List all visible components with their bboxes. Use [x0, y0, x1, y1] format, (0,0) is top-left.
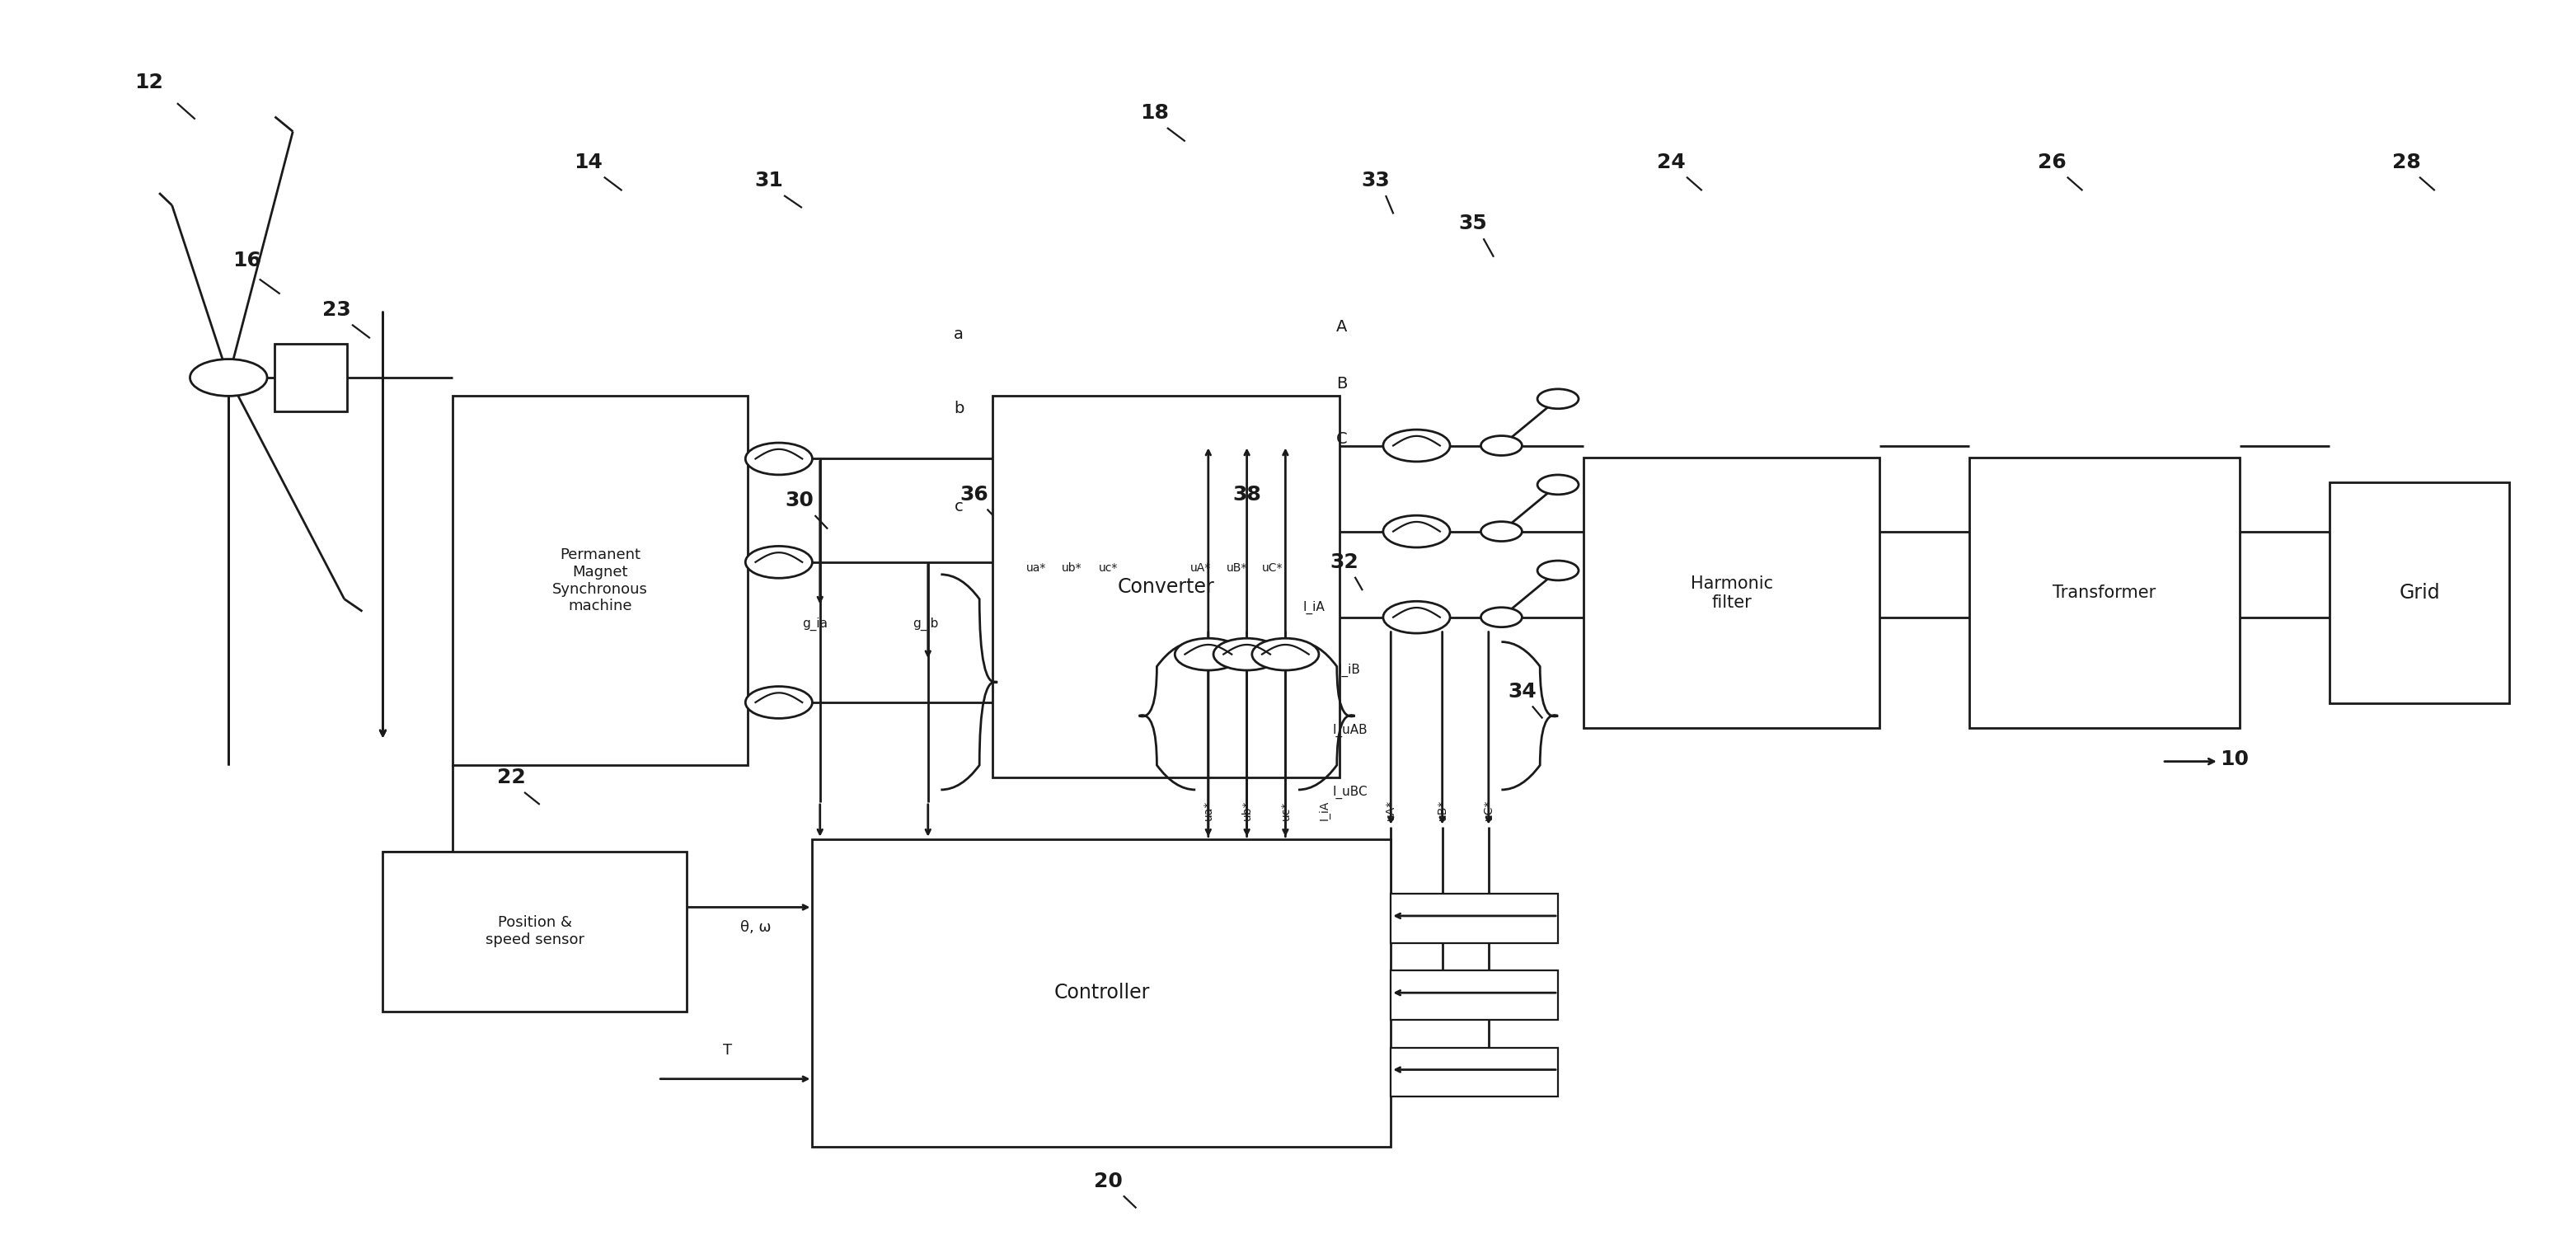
Bar — [1391, 1047, 1558, 1097]
Circle shape — [1481, 436, 1522, 456]
Text: 38: 38 — [1231, 484, 1262, 504]
Text: I_uAB: I_uAB — [1332, 724, 1368, 737]
Bar — [811, 839, 1391, 1146]
Text: 10: 10 — [2221, 750, 2249, 769]
Bar — [453, 396, 747, 766]
Text: C: C — [1337, 431, 1347, 447]
Circle shape — [744, 443, 811, 474]
Text: A: A — [1337, 320, 1347, 335]
Circle shape — [744, 546, 811, 578]
Text: Permanent
Magnet
Synchronous
machine: Permanent Magnet Synchronous machine — [551, 547, 649, 614]
Text: uB*: uB* — [1437, 799, 1448, 820]
Circle shape — [1175, 638, 1242, 671]
Text: 34: 34 — [1507, 682, 1535, 701]
Circle shape — [1538, 474, 1579, 494]
Bar — [1391, 894, 1558, 944]
Text: ua*: ua* — [1025, 562, 1046, 574]
Text: 33: 33 — [1360, 170, 1388, 190]
Bar — [2329, 482, 2509, 704]
Text: 16: 16 — [232, 251, 260, 270]
Bar — [384, 851, 685, 1011]
Text: uB*: uB* — [1226, 562, 1247, 574]
Circle shape — [744, 687, 811, 719]
Text: ub*: ub* — [1061, 562, 1082, 574]
Text: Controller: Controller — [1054, 983, 1149, 1003]
Text: a: a — [953, 327, 963, 342]
Text: uc*: uc* — [1280, 802, 1291, 820]
Text: θ, ω: θ, ω — [739, 920, 770, 935]
Circle shape — [1481, 608, 1522, 627]
Text: 12: 12 — [134, 73, 162, 93]
Text: I_uBC: I_uBC — [1332, 785, 1368, 799]
Text: uc*: uc* — [1097, 562, 1118, 574]
Text: 18: 18 — [1141, 104, 1170, 124]
Circle shape — [1213, 638, 1280, 671]
Circle shape — [1538, 389, 1579, 409]
Text: uC*: uC* — [1484, 799, 1494, 820]
Text: 32: 32 — [1329, 552, 1360, 572]
Text: I_iA: I_iA — [1319, 800, 1329, 820]
Text: ub*: ub* — [1242, 800, 1252, 820]
Text: Converter: Converter — [1118, 577, 1213, 597]
Text: g_ib: g_ib — [912, 618, 938, 630]
Circle shape — [1481, 521, 1522, 541]
Text: 24: 24 — [1656, 152, 1685, 172]
Bar — [992, 396, 1340, 778]
Text: I_iA: I_iA — [1303, 601, 1324, 614]
Text: 26: 26 — [2038, 152, 2066, 172]
Text: Transformer: Transformer — [2053, 584, 2156, 601]
Text: 35: 35 — [1458, 214, 1486, 233]
Text: 23: 23 — [322, 300, 350, 320]
Text: B: B — [1337, 375, 1347, 391]
Text: ua*: ua* — [1203, 800, 1213, 820]
Text: 30: 30 — [786, 490, 814, 510]
Circle shape — [1383, 430, 1450, 462]
Text: 31: 31 — [755, 170, 783, 190]
Circle shape — [191, 359, 268, 396]
Text: I_iB: I_iB — [1340, 663, 1360, 677]
Text: uA*: uA* — [1386, 800, 1396, 820]
Bar — [276, 343, 348, 411]
Text: T: T — [724, 1044, 732, 1058]
Circle shape — [1383, 601, 1450, 634]
Text: Position &
speed sensor: Position & speed sensor — [484, 915, 585, 947]
Text: c: c — [956, 499, 963, 515]
Text: 36: 36 — [961, 484, 989, 504]
Circle shape — [1538, 561, 1579, 580]
Text: 14: 14 — [574, 152, 603, 172]
Text: 22: 22 — [497, 768, 526, 788]
Circle shape — [1383, 515, 1450, 547]
Text: 28: 28 — [2393, 152, 2421, 172]
Text: g_ia: g_ia — [801, 618, 827, 630]
Text: uA*: uA* — [1190, 562, 1211, 574]
Text: uC*: uC* — [1262, 562, 1283, 574]
Text: Harmonic
filter: Harmonic filter — [1690, 576, 1772, 610]
Text: b: b — [953, 400, 963, 416]
Text: Grid: Grid — [2398, 583, 2439, 603]
Bar — [1584, 457, 1880, 729]
Circle shape — [1252, 638, 1319, 671]
Bar — [1971, 457, 2239, 729]
Text: 20: 20 — [1095, 1171, 1123, 1191]
Bar — [1391, 971, 1558, 1020]
